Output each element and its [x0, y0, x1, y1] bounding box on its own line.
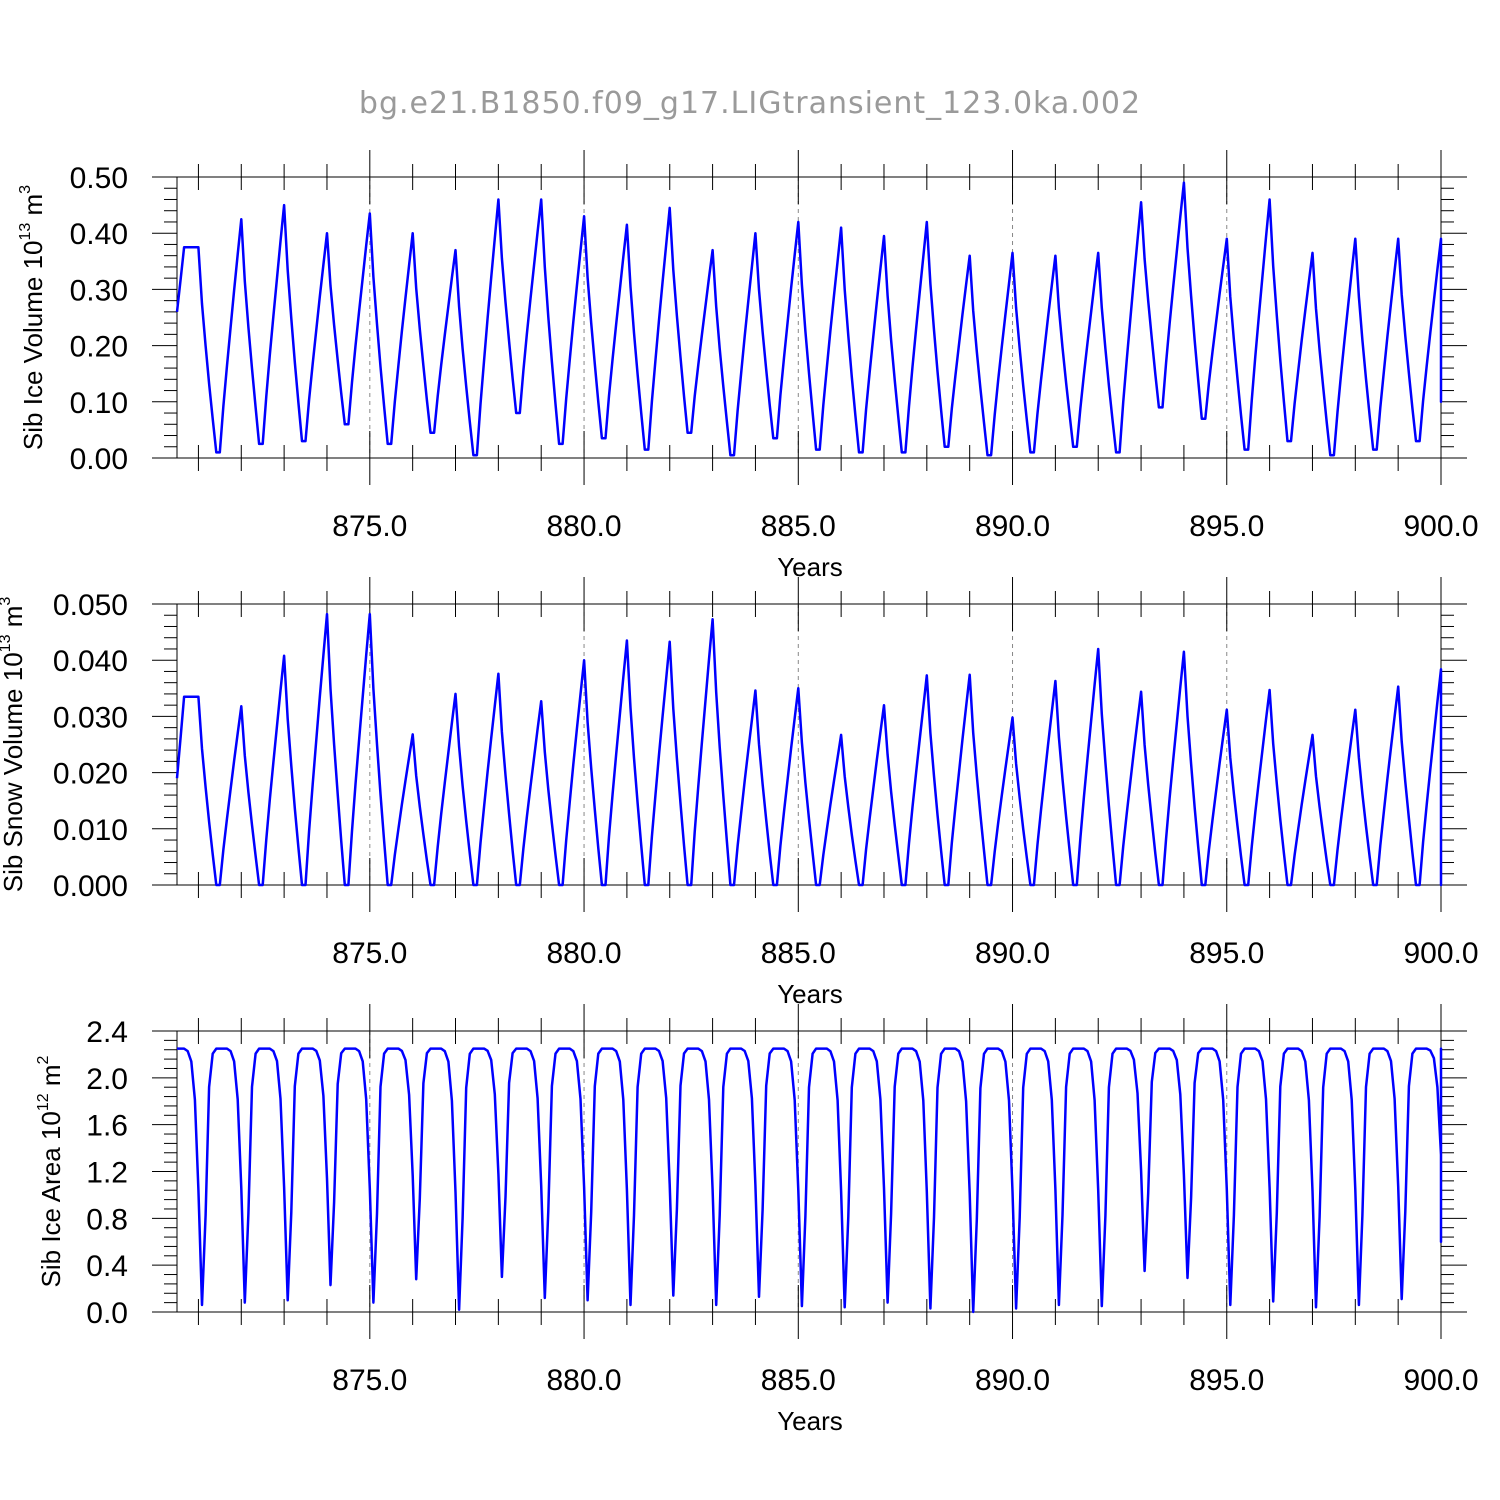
y-tick-label: 0.050 — [53, 589, 128, 622]
y-axis-title: Sib Snow Volume 1013 m3 — [0, 597, 28, 893]
x-tick-label: 895.0 — [1189, 1364, 1264, 1397]
y-tick-label: 0.010 — [53, 814, 128, 847]
y-tick-label: 0.0 — [86, 1297, 128, 1330]
x-tick-label: 875.0 — [332, 510, 407, 543]
y-tick-label: 0.00 — [70, 443, 128, 476]
x-tick-label: 890.0 — [975, 937, 1050, 970]
series-line — [177, 1047, 1443, 1314]
x-tick-label: 880.0 — [547, 1364, 622, 1397]
y-tick-label: 0.4 — [86, 1250, 128, 1283]
panel-snow-volume: 875.0 880.0 885.0 890.0 895.0 900.0 0.000 0.010… — [0, 577, 1479, 1009]
x-tick-label: 880.0 — [547, 937, 622, 970]
x-tick-label: 890.0 — [975, 1364, 1050, 1397]
y-axis-title: Sib Ice Area 1012 m2 — [35, 1055, 66, 1287]
y-tick-label: 0.030 — [53, 701, 128, 734]
x-axis-title: Years — [777, 979, 843, 1009]
chart-title: bg.e21.B1850.f09_g17.LIGtransient_123.0k… — [359, 86, 1141, 121]
y-tick-label: 2.0 — [86, 1063, 128, 1096]
x-tick-label: 875.0 — [332, 937, 407, 970]
x-axis-title: Years — [777, 552, 843, 582]
y-axis-title: Sib Ice Volume 1013 m3 — [17, 185, 48, 450]
y-tick-label: 2.4 — [86, 1016, 128, 1049]
x-tick-label: 900.0 — [1403, 1364, 1478, 1397]
x-tick-label: 895.0 — [1189, 510, 1264, 543]
y-tick-label: 0.000 — [53, 870, 128, 903]
y-tick-label: 1.2 — [86, 1157, 128, 1190]
x-tick-label: 885.0 — [761, 937, 836, 970]
x-axis-title: Years — [777, 1406, 843, 1436]
x-tick-label: 900.0 — [1403, 937, 1478, 970]
panel-ice-area: 875.0 880.0 885.0 890.0 895.0 900.0 0.0 0.4 0.8 1… — [35, 1004, 1479, 1436]
y-tick-label: 1.6 — [86, 1110, 128, 1143]
x-tick-label: 885.0 — [761, 1364, 836, 1397]
y-tick-label: 0.50 — [70, 162, 128, 195]
x-tick-label: 880.0 — [547, 510, 622, 543]
y-tick-label: 0.40 — [70, 218, 128, 251]
x-tick-label: 885.0 — [761, 510, 836, 543]
y-tick-label: 0.040 — [53, 645, 128, 678]
y-tick-label: 0.30 — [70, 274, 128, 307]
y-tick-label: 0.20 — [70, 331, 128, 364]
y-tick-label: 0.10 — [70, 387, 128, 420]
x-tick-label: 875.0 — [332, 1364, 407, 1397]
x-tick-label: 895.0 — [1189, 937, 1264, 970]
x-tick-label: 890.0 — [975, 510, 1050, 543]
series-line — [175, 181, 1443, 457]
x-tick-label: 900.0 — [1403, 510, 1478, 543]
series-line — [175, 612, 1443, 887]
y-tick-label: 0.8 — [86, 1203, 128, 1236]
panel-ice-volume: 875.0 880.0 885.0 890.0 895.0 900.0 0.00 0.10 0.… — [17, 150, 1479, 582]
y-tick-label: 0.020 — [53, 758, 128, 791]
